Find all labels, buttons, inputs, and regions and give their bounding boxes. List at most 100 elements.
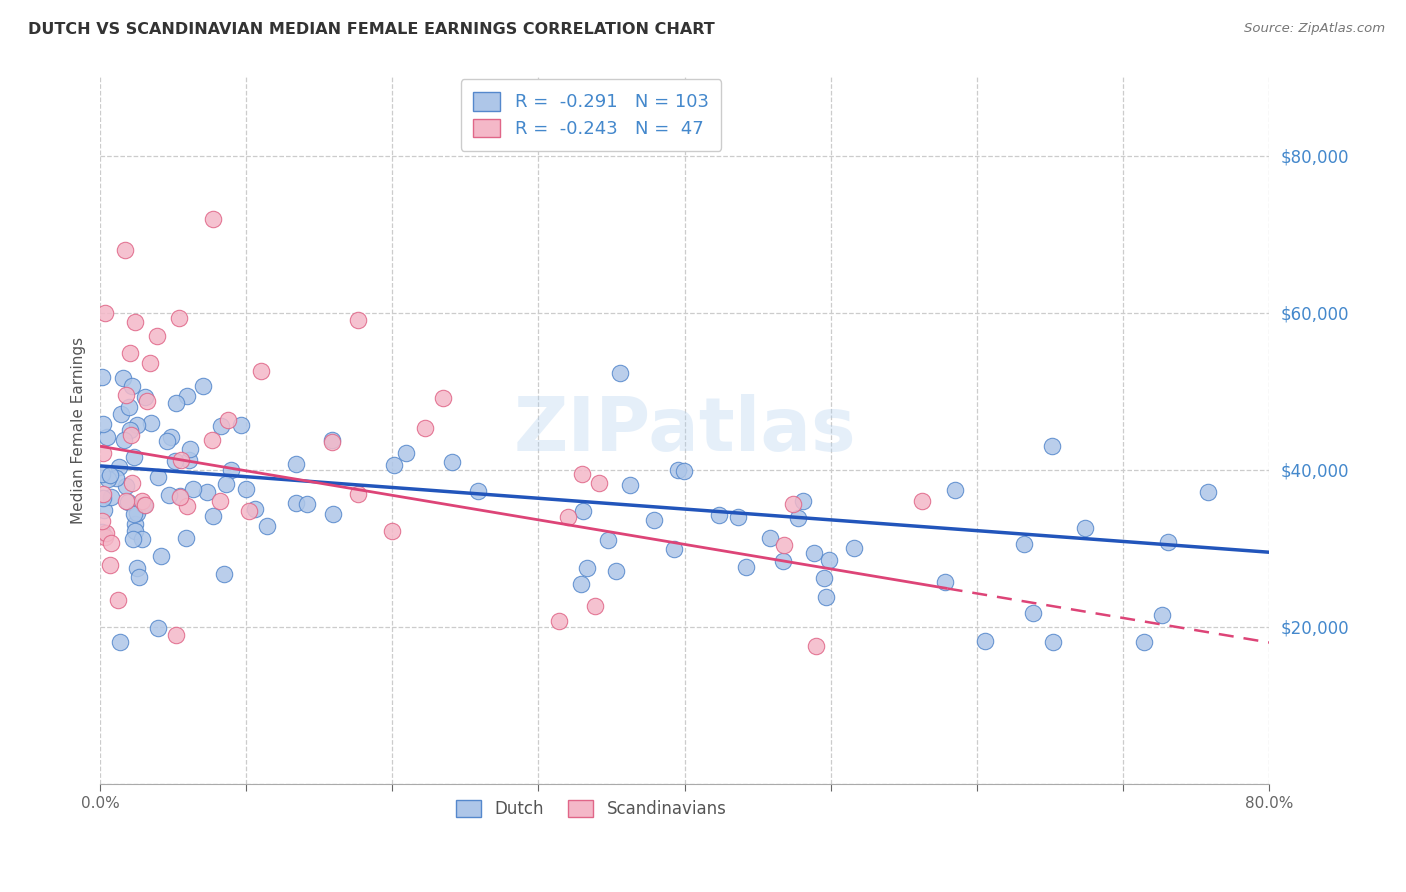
Point xyxy=(131,493,153,508)
Point xyxy=(176,389,198,403)
Point xyxy=(145,329,167,343)
Point xyxy=(842,541,865,555)
Point xyxy=(94,306,117,320)
Point xyxy=(149,549,172,563)
Text: DUTCH VS SCANDINAVIAN MEDIAN FEMALE EARNINGS CORRELATION CHART: DUTCH VS SCANDINAVIAN MEDIAN FEMALE EARN… xyxy=(28,22,714,37)
Point xyxy=(201,508,224,523)
Legend: Dutch, Scandinavians: Dutch, Scandinavians xyxy=(449,793,734,825)
Point xyxy=(943,483,966,497)
Point xyxy=(382,458,405,473)
Point xyxy=(115,494,138,508)
Point xyxy=(90,524,112,539)
Point xyxy=(585,599,607,613)
Point xyxy=(973,633,995,648)
Y-axis label: Median Female Earnings: Median Female Earnings xyxy=(72,337,86,524)
Point xyxy=(122,450,145,464)
Point xyxy=(440,455,463,469)
Point xyxy=(758,531,780,545)
Point xyxy=(243,502,266,516)
Point xyxy=(250,364,273,378)
Point xyxy=(128,570,150,584)
Point xyxy=(160,430,183,444)
Point xyxy=(115,388,138,402)
Point xyxy=(165,627,187,641)
Point xyxy=(97,472,120,486)
Point xyxy=(346,487,368,501)
Point xyxy=(285,496,308,510)
Point xyxy=(211,418,233,433)
Point xyxy=(321,434,343,449)
Point xyxy=(413,421,436,435)
Point xyxy=(157,488,180,502)
Point xyxy=(1042,635,1064,649)
Point xyxy=(91,446,114,460)
Point xyxy=(96,430,118,444)
Point xyxy=(934,575,956,590)
Point xyxy=(1040,439,1063,453)
Point xyxy=(673,464,696,478)
Point xyxy=(215,476,238,491)
Point xyxy=(122,532,145,546)
Point xyxy=(111,371,134,385)
Point xyxy=(1132,635,1154,649)
Point xyxy=(156,434,179,448)
Point xyxy=(467,484,489,499)
Point xyxy=(127,506,149,520)
Point xyxy=(121,476,143,491)
Point xyxy=(734,559,756,574)
Point xyxy=(167,310,190,325)
Point xyxy=(727,510,749,524)
Point xyxy=(910,493,932,508)
Point xyxy=(91,491,114,506)
Point xyxy=(588,475,610,490)
Point xyxy=(98,467,121,482)
Point xyxy=(548,615,571,629)
Point xyxy=(804,639,827,653)
Point xyxy=(125,561,148,575)
Point xyxy=(117,495,139,509)
Point xyxy=(108,459,131,474)
Point xyxy=(792,493,814,508)
Point xyxy=(432,391,454,405)
Point xyxy=(91,467,114,481)
Point xyxy=(120,423,142,437)
Point xyxy=(124,517,146,532)
Point xyxy=(169,490,191,504)
Point xyxy=(112,434,135,448)
Point xyxy=(169,489,191,503)
Point xyxy=(346,313,368,327)
Point xyxy=(643,513,665,527)
Point xyxy=(381,524,404,538)
Point xyxy=(772,539,794,553)
Point xyxy=(191,378,214,392)
Point xyxy=(803,546,825,560)
Point xyxy=(110,407,132,421)
Point xyxy=(114,243,136,257)
Text: ZIPatlas: ZIPatlas xyxy=(513,394,856,467)
Point xyxy=(235,482,257,496)
Point xyxy=(121,379,143,393)
Point xyxy=(772,554,794,568)
Point xyxy=(139,417,162,431)
Point xyxy=(91,417,114,431)
Point xyxy=(619,478,641,492)
Point xyxy=(238,504,260,518)
Point xyxy=(1074,521,1097,535)
Point xyxy=(165,396,187,410)
Point xyxy=(605,564,627,578)
Point xyxy=(195,485,218,500)
Point xyxy=(557,509,579,524)
Point xyxy=(709,508,731,522)
Point xyxy=(124,524,146,538)
Point xyxy=(90,369,112,384)
Point xyxy=(571,504,593,518)
Point xyxy=(115,479,138,493)
Point xyxy=(93,530,115,544)
Point xyxy=(120,428,142,442)
Point xyxy=(571,467,593,482)
Point xyxy=(322,507,344,521)
Point xyxy=(576,561,599,575)
Point xyxy=(181,482,204,496)
Point xyxy=(94,525,117,540)
Point xyxy=(139,356,162,370)
